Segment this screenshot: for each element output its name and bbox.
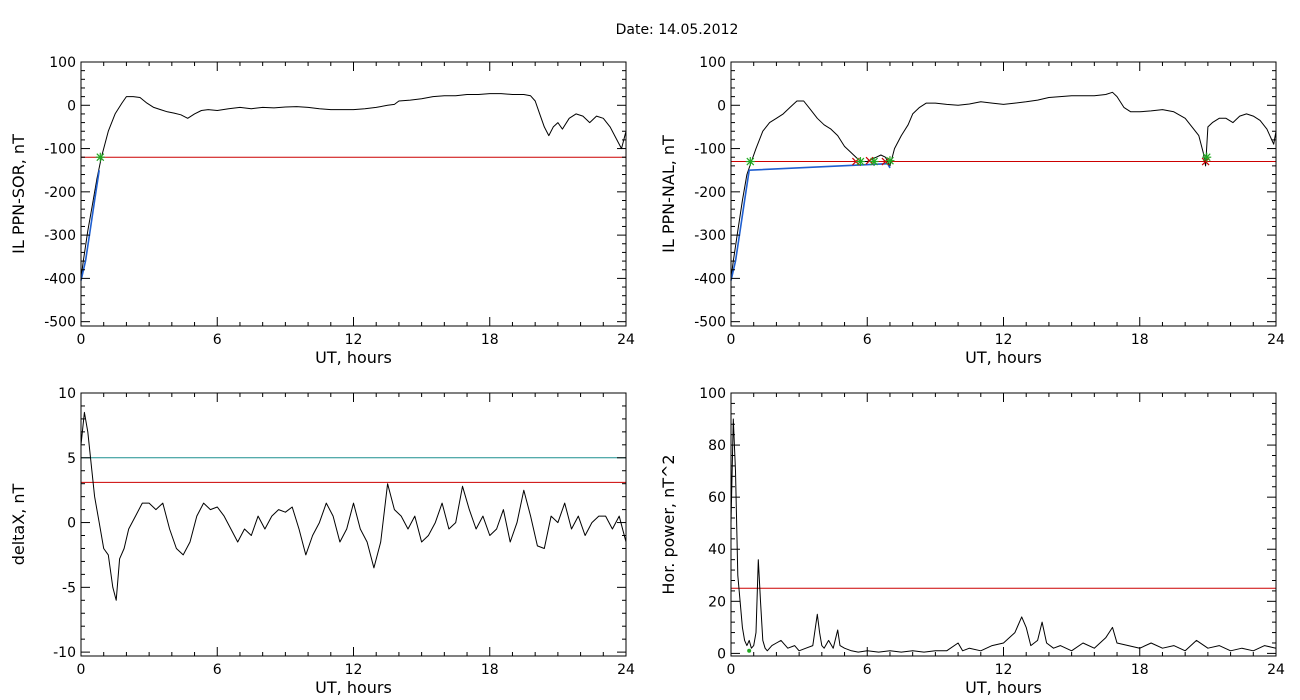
highlight-series-line bbox=[80, 170, 100, 281]
x-tick-label: 6 bbox=[213, 662, 222, 678]
y-tick-label: 0 bbox=[67, 516, 76, 532]
x-tick-label: 6 bbox=[213, 332, 222, 348]
y-tick-label: -400 bbox=[44, 271, 76, 287]
data-marker bbox=[1202, 152, 1212, 162]
x-tick-label: 24 bbox=[617, 662, 635, 678]
y-tick-label: 100 bbox=[49, 55, 76, 71]
highlight-series-line bbox=[730, 162, 891, 281]
data-series-line bbox=[80, 93, 627, 279]
x-tick-label: 0 bbox=[77, 662, 86, 678]
x-tick-label: 0 bbox=[77, 332, 86, 348]
data-series-line bbox=[730, 91, 1277, 279]
chart-panel-bottom-right: 0 6 12 18 24 100 80 60 40 20 0 UT, hours Hor. power,… bbox=[659, 386, 1285, 697]
y-tick-label: -200 bbox=[44, 185, 76, 201]
y-tick-label: -200 bbox=[694, 185, 726, 201]
data-marker bbox=[747, 648, 752, 653]
data-marker bbox=[745, 157, 755, 167]
x-tick-label: 18 bbox=[1131, 332, 1149, 348]
chart-panel-top-left: 0 6 12 18 24 100 0 -100 -200 -300 -400 -500 UT, hour… bbox=[9, 55, 635, 367]
x-tick-label: 24 bbox=[1267, 662, 1285, 678]
x-tick-label: 12 bbox=[995, 332, 1013, 348]
x-tick-label: 12 bbox=[345, 332, 363, 348]
y-tick-label: -500 bbox=[44, 315, 76, 331]
x-tick-label: 6 bbox=[863, 332, 872, 348]
chart-panel-bottom-left: 0 6 12 18 24 10 5 0 -5 -10 UT, hours deltaX, nT bbox=[9, 386, 635, 697]
x-tick-label: 0 bbox=[727, 662, 736, 678]
plot-frame bbox=[80, 392, 627, 657]
x-axis-label: UT, hours bbox=[315, 348, 392, 367]
y-tick-label: -300 bbox=[44, 228, 76, 244]
y-tick-label: 60 bbox=[708, 490, 726, 506]
x-tick-label: 18 bbox=[481, 662, 499, 678]
x-tick-label: 12 bbox=[995, 662, 1013, 678]
plot-frame bbox=[730, 392, 1277, 657]
data-series-line bbox=[80, 411, 627, 601]
y-tick-label: 5 bbox=[67, 451, 76, 467]
y-axis-label: deltaX, nT bbox=[9, 483, 28, 565]
x-tick-label: 6 bbox=[863, 662, 872, 678]
x-axis-label: UT, hours bbox=[315, 678, 392, 697]
y-tick-label: 100 bbox=[699, 55, 726, 71]
y-axis-label: IL PPN-SOR, nT bbox=[9, 134, 28, 254]
x-tick-label: 12 bbox=[345, 662, 363, 678]
y-tick-label: 100 bbox=[699, 386, 726, 402]
y-tick-label: 80 bbox=[708, 438, 726, 454]
marker-stroke bbox=[865, 156, 874, 165]
y-tick-label: -400 bbox=[694, 271, 726, 287]
y-tick-label: -5 bbox=[62, 580, 76, 596]
y-tick-label: 20 bbox=[708, 594, 726, 610]
y-tick-label: -100 bbox=[694, 142, 726, 158]
y-tick-label: -300 bbox=[694, 228, 726, 244]
data-marker bbox=[869, 157, 879, 167]
x-axis-label: UT, hours bbox=[965, 678, 1042, 697]
y-axis-label: Hor. power, nT^2 bbox=[659, 454, 678, 594]
plot-frame bbox=[730, 61, 1277, 327]
plot-frame bbox=[80, 61, 627, 327]
x-tick-label: 24 bbox=[617, 332, 635, 348]
x-tick-label: 24 bbox=[1267, 332, 1285, 348]
chart-panel-top-right: 0 6 12 18 24 100 0 -100 -200 -300 -400 -500 UT, hour… bbox=[659, 55, 1285, 367]
data-series-line bbox=[730, 418, 1277, 653]
date-title: Date: 14.05.2012 bbox=[616, 22, 739, 38]
y-tick-label: 40 bbox=[708, 542, 726, 558]
y-tick-label: -10 bbox=[53, 645, 76, 661]
y-tick-label: -100 bbox=[44, 142, 76, 158]
y-tick-label: 0 bbox=[67, 98, 76, 114]
x-tick-label: 18 bbox=[1131, 662, 1149, 678]
y-tick-label: 0 bbox=[717, 646, 726, 662]
data-marker bbox=[885, 156, 895, 166]
data-marker bbox=[855, 157, 865, 167]
x-axis-label: UT, hours bbox=[965, 348, 1042, 367]
y-tick-label: 10 bbox=[58, 386, 76, 402]
data-marker bbox=[95, 152, 105, 162]
y-tick-label: -500 bbox=[694, 315, 726, 331]
y-axis-label: IL PPN-NAL, nT bbox=[659, 135, 678, 253]
y-tick-label: 0 bbox=[717, 98, 726, 114]
x-tick-label: 0 bbox=[727, 332, 736, 348]
x-tick-label: 18 bbox=[481, 332, 499, 348]
